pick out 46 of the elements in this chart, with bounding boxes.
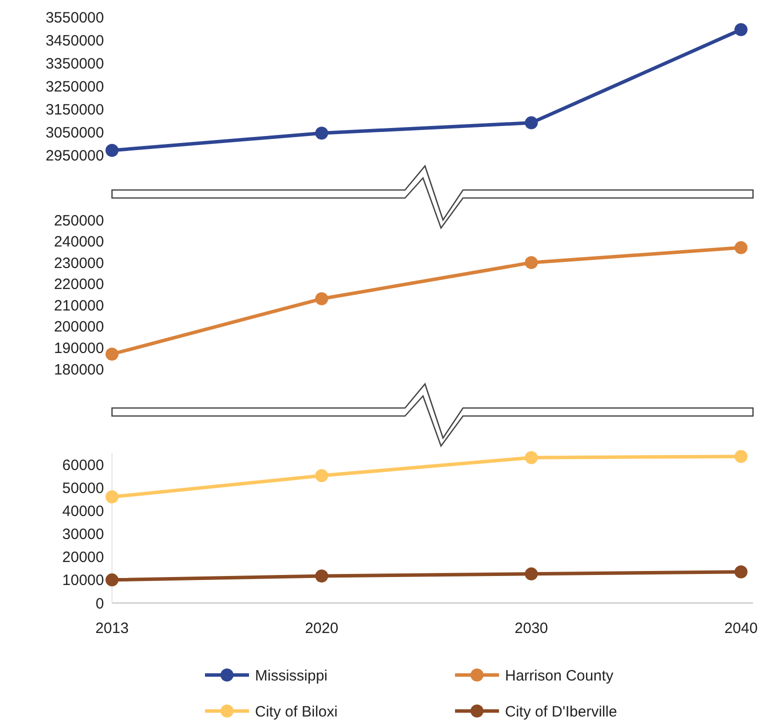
legend-label: Mississippi xyxy=(255,667,328,684)
y-tick-label: 190000 xyxy=(54,340,104,357)
point xyxy=(734,565,748,578)
y-tick-label: 50000 xyxy=(62,480,104,497)
x-tick-label: 2040 xyxy=(724,620,758,637)
point xyxy=(106,348,118,361)
y-tick-label: 3550000 xyxy=(46,9,104,26)
y-tick-label: 30000 xyxy=(62,526,104,544)
y-tick-label: 20000 xyxy=(62,549,104,566)
y-tick-label: 3450000 xyxy=(46,32,104,50)
point xyxy=(315,292,328,306)
point xyxy=(315,126,328,140)
y-tick-label: 200000 xyxy=(54,318,104,336)
y-tick-label: 60000 xyxy=(62,456,104,474)
y-tick-label: 3250000 xyxy=(46,78,104,96)
y-tick-label: 250000 xyxy=(54,212,104,230)
y-tick-label: 3050000 xyxy=(46,124,104,142)
point xyxy=(734,241,748,254)
point xyxy=(524,451,538,464)
y-tick-label: 3350000 xyxy=(46,55,104,72)
legend-label: Harrison County xyxy=(505,667,614,684)
point xyxy=(106,573,118,586)
point xyxy=(315,469,328,482)
y-tick-label: 0 xyxy=(96,595,104,612)
y-tick-label: 2950000 xyxy=(46,147,104,164)
point xyxy=(734,23,748,36)
legend-label: City of Biloxi xyxy=(255,703,338,720)
point xyxy=(106,144,118,157)
point xyxy=(734,450,748,463)
point xyxy=(524,256,538,270)
y-tick-label: 220000 xyxy=(54,276,104,294)
legend-label: City of D'Iberville xyxy=(505,703,618,720)
y-tick-label: 210000 xyxy=(54,297,104,314)
point xyxy=(106,490,118,504)
y-tick-label: 10000 xyxy=(62,572,104,590)
x-tick-label: 2030 xyxy=(514,620,548,637)
point xyxy=(524,567,538,580)
y-tick-label: 180000 xyxy=(54,361,104,378)
y-tick-label: 240000 xyxy=(54,234,104,251)
y-tick-label: 3150000 xyxy=(46,101,104,118)
y-tick-label: 230000 xyxy=(54,254,104,272)
x-tick-label: 2020 xyxy=(304,620,338,637)
y-tick-label: 40000 xyxy=(62,502,104,520)
point xyxy=(524,116,538,130)
point xyxy=(315,570,328,582)
x-tick-label: 2013 xyxy=(95,620,129,637)
